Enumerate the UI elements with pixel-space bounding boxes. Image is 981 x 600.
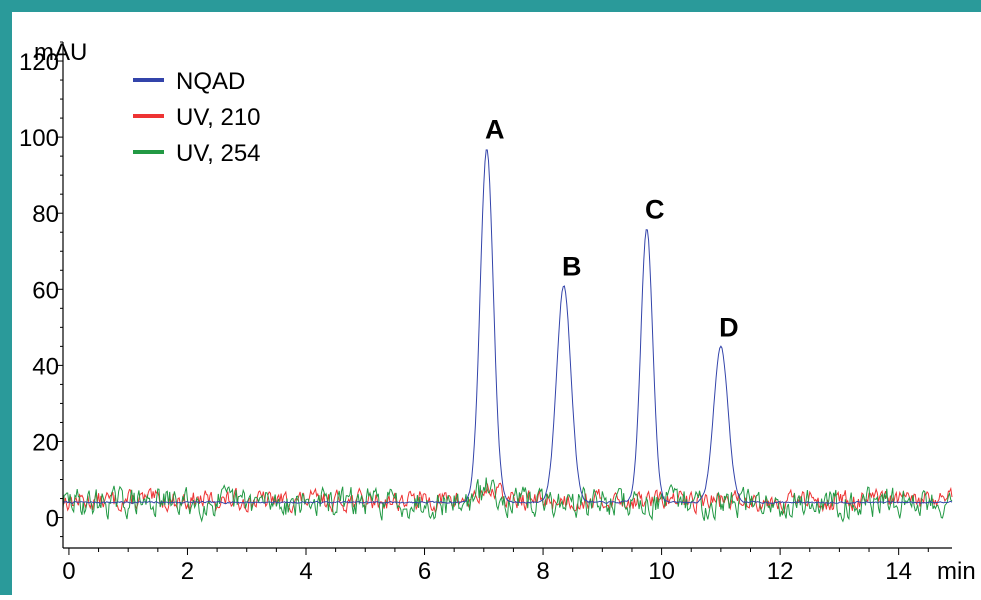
series-line-uv210 (62, 482, 953, 516)
x-tick-label: 12 (767, 558, 794, 585)
legend-label-uv254: UV, 254 (176, 140, 261, 167)
x-axis-title: min (937, 558, 976, 585)
y-tick-label: 80 (32, 201, 59, 228)
x-tick-label: 10 (648, 558, 675, 585)
x-tick-label: 0 (62, 558, 75, 585)
y-axis-title: mAU (34, 39, 87, 66)
x-tick-label: 6 (418, 558, 431, 585)
x-tick-label: 4 (299, 558, 312, 585)
y-tick-label: 100 (19, 125, 59, 152)
y-tick-label: 40 (32, 353, 59, 380)
series-line-uv254 (62, 477, 953, 523)
x-tick-label: 8 (536, 558, 549, 585)
legend-label-nqad: NQAD (176, 68, 245, 95)
legend-label-uv210: UV, 210 (176, 104, 261, 131)
x-tick-label: 2 (181, 558, 194, 585)
peak-label-c: C (645, 194, 665, 224)
frame-top-bar (0, 0, 981, 12)
y-tick-label: 20 (32, 429, 59, 456)
y-tick-label: 60 (32, 277, 59, 304)
series-layer (62, 149, 953, 523)
y-tick-label: 0 (46, 506, 59, 533)
series-line-nqad (62, 149, 953, 505)
peak-label-b: B (562, 251, 582, 281)
frame-left-bar (0, 0, 12, 595)
x-tick-label: 14 (885, 558, 912, 585)
peak-label-a: A (485, 115, 505, 145)
y-tick-label: 120 (19, 49, 59, 76)
peak-label-d: D (719, 312, 739, 342)
legend: NQAD UV, 210 UV, 254 (133, 68, 261, 167)
